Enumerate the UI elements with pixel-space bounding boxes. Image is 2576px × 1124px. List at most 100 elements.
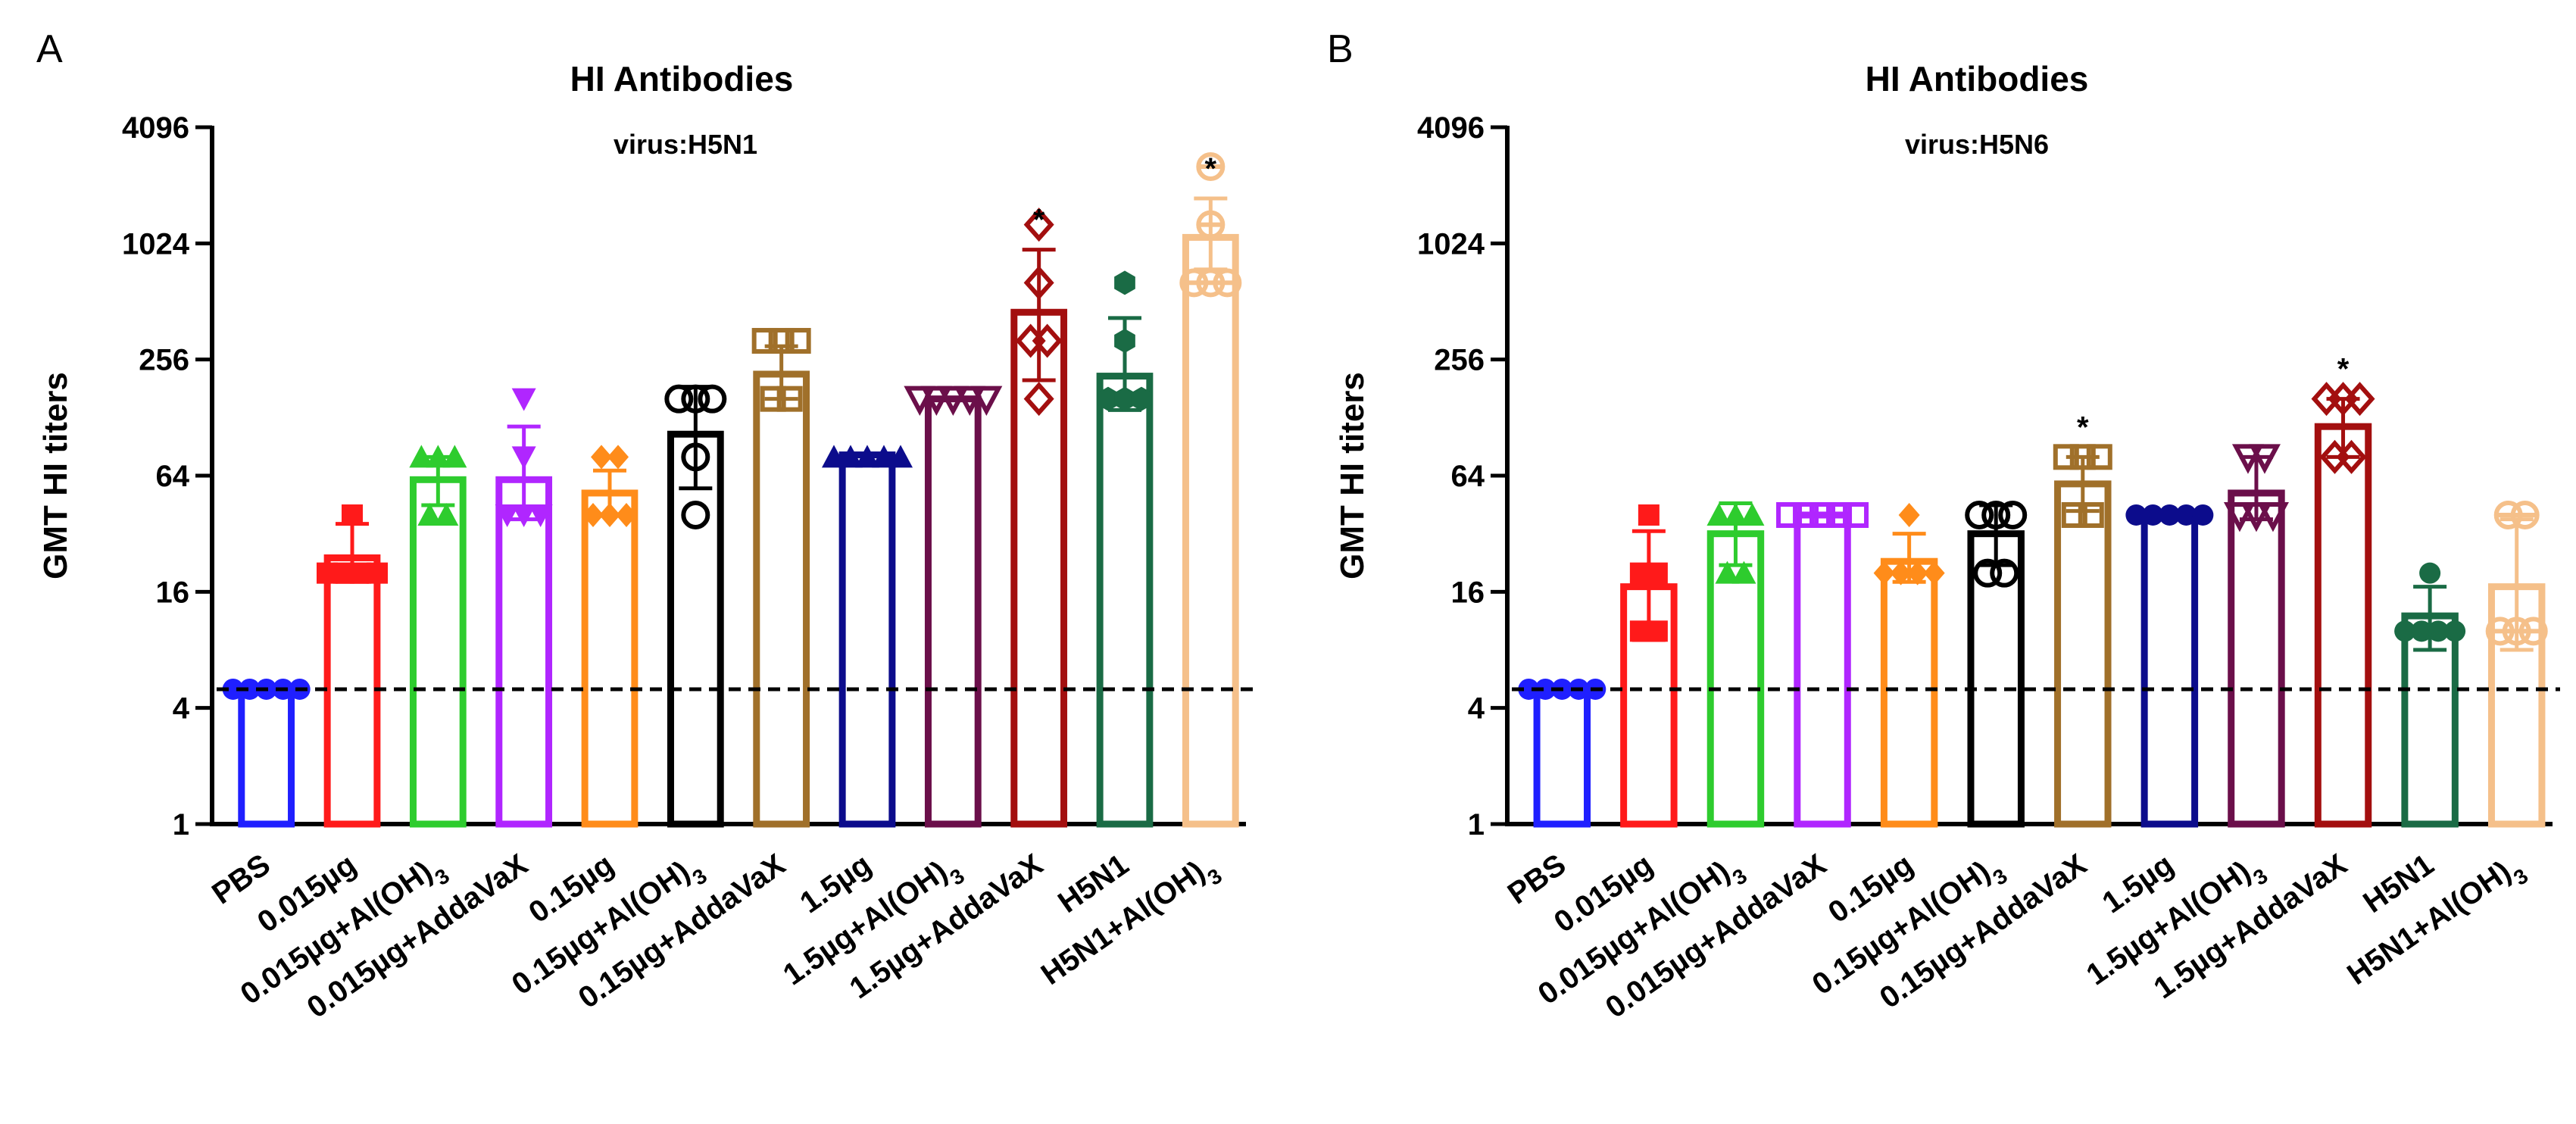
y-tick-label: 4096 bbox=[1417, 111, 1485, 145]
data-point bbox=[1923, 560, 1945, 585]
bar-group bbox=[2223, 444, 2289, 828]
y-tick-label: 4096 bbox=[122, 111, 189, 145]
data-point bbox=[528, 504, 553, 527]
bar-group: * bbox=[2053, 411, 2112, 828]
data-point bbox=[1973, 558, 2003, 588]
bar bbox=[1794, 511, 1851, 828]
data-point bbox=[970, 386, 1003, 417]
chart-title: HI Antibodies bbox=[1866, 59, 2089, 98]
data-point bbox=[367, 562, 388, 584]
data-point bbox=[1965, 500, 1994, 529]
data-point bbox=[1535, 678, 1557, 700]
data-point bbox=[1809, 501, 1836, 528]
data-point bbox=[342, 504, 363, 526]
bar bbox=[1182, 233, 1239, 828]
data-point bbox=[681, 384, 710, 414]
data-point bbox=[698, 384, 727, 414]
y-axis-label: GMT HI titers bbox=[37, 372, 74, 579]
data-point bbox=[1843, 501, 1869, 528]
data-point bbox=[511, 446, 536, 470]
y-tick-label: 64 bbox=[1451, 460, 1485, 493]
bar-group bbox=[664, 384, 727, 828]
data-point bbox=[1715, 560, 1740, 584]
data-point bbox=[1990, 558, 2019, 588]
data-point bbox=[1098, 386, 1119, 411]
data-point bbox=[2061, 501, 2087, 528]
data-point bbox=[1518, 678, 1540, 700]
data-point bbox=[2248, 444, 2281, 474]
bar bbox=[924, 395, 982, 828]
bar-group bbox=[2125, 504, 2214, 828]
bar-group: * bbox=[1179, 151, 1242, 828]
data-point bbox=[2125, 504, 2147, 526]
data-point bbox=[2518, 617, 2548, 646]
x-tick-label: PBS bbox=[1502, 848, 1572, 910]
data-point bbox=[822, 445, 846, 468]
data-point bbox=[607, 445, 629, 470]
data-point bbox=[855, 445, 879, 468]
data-point bbox=[582, 502, 604, 527]
data-point bbox=[1998, 500, 2028, 529]
bar-group bbox=[1096, 270, 1154, 828]
data-point bbox=[2344, 382, 2375, 417]
bar-group bbox=[1873, 502, 1945, 828]
data-point bbox=[1740, 502, 1765, 526]
data-point bbox=[1213, 268, 1242, 298]
data-point bbox=[776, 386, 803, 412]
data-point bbox=[2510, 500, 2540, 529]
data-point bbox=[599, 502, 620, 527]
x-tick-label: H5N1+Al(OH)3 bbox=[2341, 848, 2532, 999]
bar bbox=[838, 451, 896, 828]
data-point bbox=[511, 504, 536, 527]
data-point bbox=[1906, 560, 1928, 585]
bar bbox=[1533, 685, 1591, 828]
data-point bbox=[1706, 502, 1731, 526]
data-point bbox=[2159, 504, 2181, 526]
panel-a: A HI Antibodies virus:H5N1 GMT HI titers 1 4 1… bbox=[36, 27, 1254, 1025]
bar bbox=[2228, 489, 2285, 828]
data-point bbox=[1023, 208, 1054, 242]
bar-group bbox=[751, 327, 811, 828]
bar-group bbox=[1965, 500, 2028, 828]
bar bbox=[1010, 308, 1068, 828]
significance-marker: * bbox=[2337, 353, 2350, 386]
y-tick-label: 64 bbox=[156, 460, 190, 493]
data-point bbox=[1731, 560, 1756, 584]
data-point bbox=[1131, 386, 1152, 411]
y-tick-label: 1024 bbox=[1417, 227, 1485, 261]
data-point bbox=[664, 384, 694, 414]
data-point bbox=[838, 445, 863, 468]
bar bbox=[323, 554, 381, 828]
data-point bbox=[222, 678, 244, 700]
data-point bbox=[511, 388, 536, 411]
data-point bbox=[785, 327, 811, 354]
bar bbox=[2140, 511, 2199, 828]
data-point bbox=[1723, 502, 1748, 526]
data-point bbox=[1023, 265, 1054, 300]
chart-subtitle: virus:H5N1 bbox=[614, 129, 757, 160]
y-tick-label: 4 bbox=[1468, 692, 1485, 726]
bar-group bbox=[1620, 504, 1678, 828]
data-point bbox=[937, 386, 970, 417]
bar-group bbox=[1706, 501, 1765, 828]
bar-group bbox=[317, 504, 388, 828]
y-tick-label: 4 bbox=[173, 692, 190, 726]
y-tick-label: 256 bbox=[139, 344, 189, 377]
data-point bbox=[1826, 501, 1853, 528]
bar-group bbox=[1518, 678, 1606, 828]
data-point bbox=[442, 445, 467, 468]
data-point bbox=[2086, 444, 2112, 470]
bar-group bbox=[904, 386, 1003, 828]
bar bbox=[2314, 423, 2372, 828]
y-tick-label: 16 bbox=[156, 576, 190, 609]
data-point bbox=[2428, 620, 2450, 642]
y-tick-label: 1 bbox=[173, 808, 189, 841]
bar-group bbox=[222, 678, 311, 828]
data-point bbox=[904, 386, 936, 417]
bar-group bbox=[822, 445, 913, 828]
y-tick-label: 1 bbox=[1468, 808, 1485, 841]
data-point bbox=[2336, 439, 2367, 474]
data-point bbox=[920, 386, 953, 417]
data-point bbox=[1890, 560, 1912, 585]
data-point bbox=[1114, 270, 1135, 295]
